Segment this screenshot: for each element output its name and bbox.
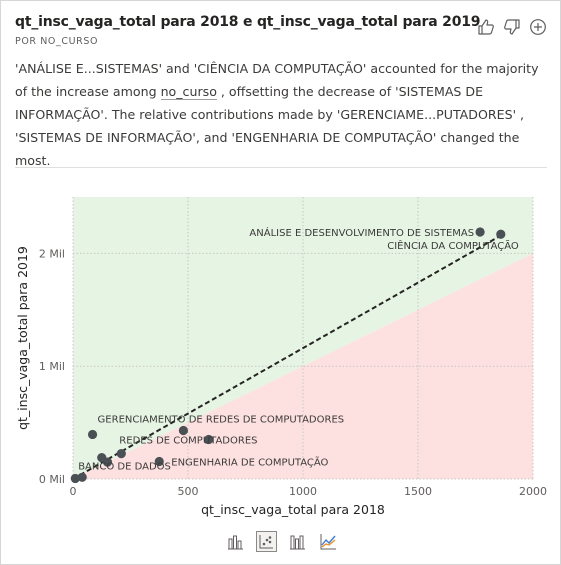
line-chart-icon[interactable] (318, 531, 339, 552)
narrative-part-1: 'ANÁLISE E...SISTEMAS' and 'CIÊNCIA DA C… (15, 61, 539, 99)
data-label: CIÊNCIA DA COMPUTAÇÃO (387, 239, 519, 252)
data-point (70, 473, 80, 484)
narrative-part-2: , offsetting the decrease of 'SISTEMAS D… (15, 84, 525, 168)
column-chart-icon[interactable] (225, 531, 246, 552)
chart-subtitle: POR NO_CURSO (15, 36, 99, 47)
data-point (178, 425, 188, 436)
thumbs-up-icon[interactable] (476, 17, 496, 37)
data-point (496, 229, 506, 239)
x-tick-label: 1500 (404, 485, 432, 498)
bar-chart-icon[interactable] (287, 531, 308, 552)
data-point (102, 457, 113, 467)
chart-title: qt_insc_vaga_total para 2018 e qt_insc_v… (15, 14, 481, 30)
data-point (87, 429, 98, 440)
scatter-chart: 0 500 1000 1500 2000 0 Mil 1 Mil 2 Mil qt_insc_v… (15, 197, 547, 517)
data-label: REDES DE COMPUTADORES (119, 436, 257, 447)
trend-line (72, 233, 504, 480)
data-point (77, 472, 87, 482)
feedback-toolbar (476, 17, 548, 37)
data-label: ENGENHARIA DE COMPUTAÇÃO (171, 456, 328, 469)
thumbs-down-icon[interactable] (502, 17, 522, 37)
data-point (204, 434, 214, 445)
y-tick-label: 0 Mil (39, 473, 65, 486)
data-label: BANCO DE DADOS (78, 461, 171, 472)
data-point (475, 227, 485, 237)
divider (15, 167, 547, 168)
x-tick-label: 1000 (289, 485, 317, 498)
add-icon[interactable] (528, 17, 548, 37)
view-switcher (225, 531, 339, 552)
scatter-chart-icon[interactable] (256, 531, 277, 552)
data-label: GERENCIAMENTO DE REDES DE COMPUTADORES (98, 414, 345, 425)
x-tick-label: 500 (178, 485, 199, 498)
y-tick-label: 2 Mil (39, 247, 65, 260)
narrative-text: 'ANÁLISE E...SISTEMAS' and 'CIÊNCIA DA C… (15, 57, 547, 172)
y-axis-title: qt_insc_vaga_total para 2019 (15, 246, 30, 430)
narrative-field-link[interactable]: no_curso (160, 84, 217, 100)
data-point (116, 449, 126, 459)
x-axis-title: qt_insc_vaga_total para 2018 (201, 502, 385, 517)
data-point (154, 456, 164, 467)
x-tick-label: 2000 (519, 485, 547, 498)
data-label: ANÁLISE E DESENVOLVIMENTO DE SISTEMAS (249, 226, 474, 239)
x-tick-label: 0 (70, 485, 77, 498)
y-tick-label: 1 Mil (39, 360, 65, 373)
